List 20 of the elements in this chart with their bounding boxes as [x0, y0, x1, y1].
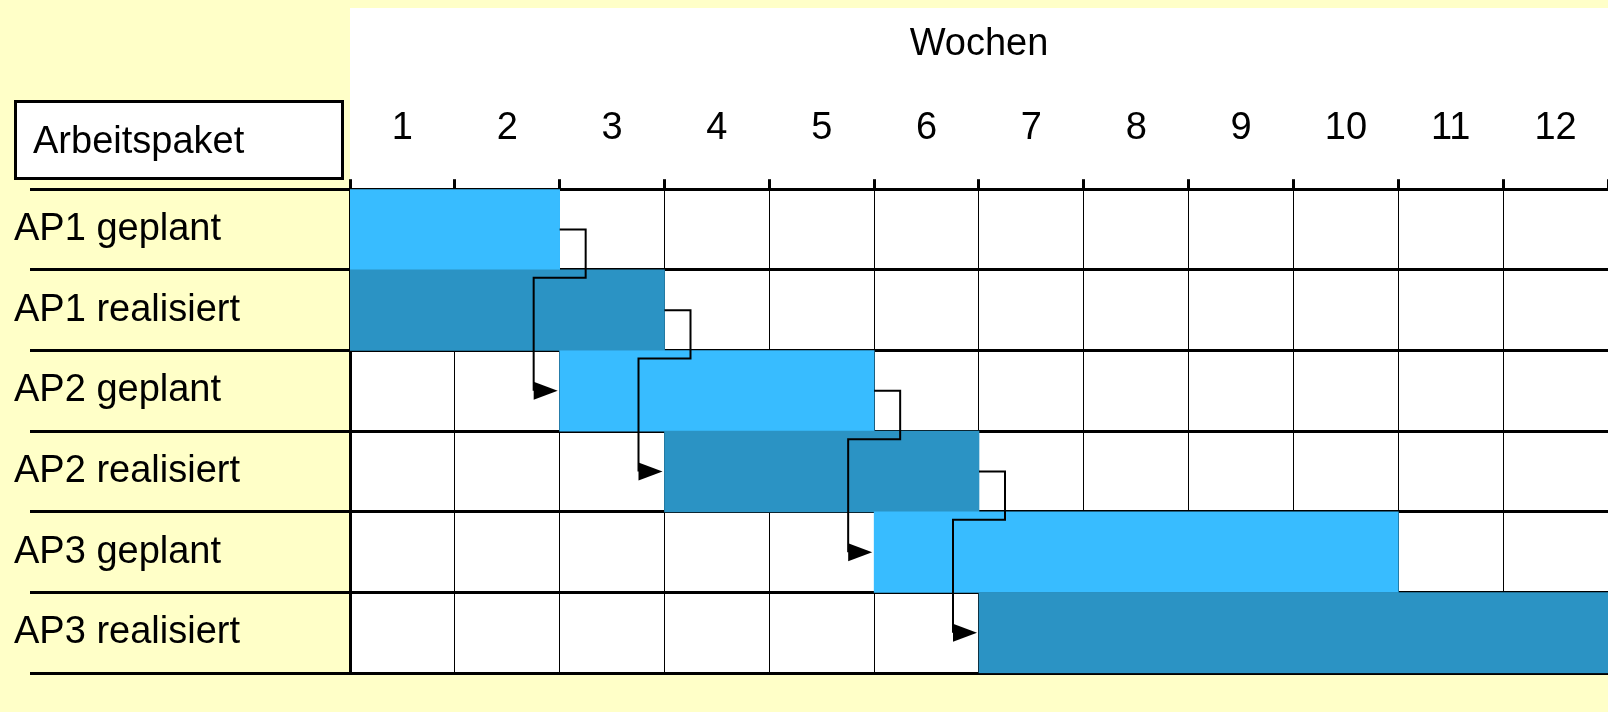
y-tick-label: AP3 realisiert: [14, 609, 241, 652]
y-tick-label: AP2 geplant: [14, 367, 222, 410]
x-tick-label: 4: [706, 104, 728, 147]
x-tick-label: 1: [391, 104, 413, 147]
x-tick-label: 7: [1020, 104, 1042, 147]
x-tick-label: 11: [1431, 104, 1471, 147]
x-axis-title: Wochen: [909, 21, 1049, 64]
x-tick-label: 12: [1534, 104, 1577, 147]
x-tick-label: 10: [1324, 104, 1368, 147]
x-tick-label: 9: [1230, 104, 1252, 147]
x-tick-label: 5: [811, 104, 833, 147]
y-tick-label: AP1 realisiert: [14, 286, 241, 329]
x-tick-label: 6: [916, 104, 938, 147]
x-tick-label: 8: [1125, 104, 1147, 147]
y-tick-label: AP2 realisiert: [14, 448, 241, 491]
y-axis-title: Arbeitspaket: [14, 100, 344, 180]
y-tick-label: AP3 geplant: [14, 528, 222, 571]
y-tick-label: AP1 geplant: [14, 206, 222, 249]
x-tick-label: 2: [496, 104, 518, 147]
x-tick-label: 3: [601, 104, 623, 147]
